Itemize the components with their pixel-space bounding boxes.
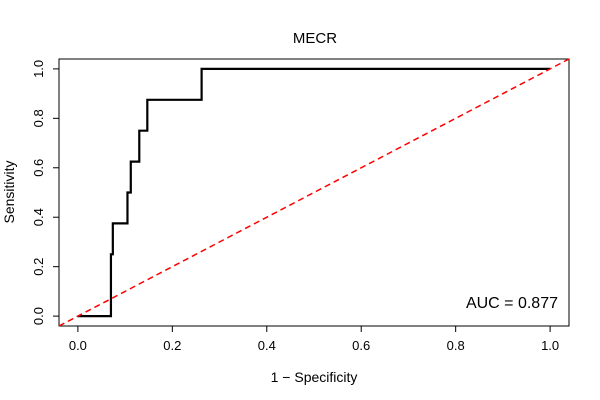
- x-tick-label: 0.2: [163, 338, 181, 353]
- y-tick-label: 1.0: [31, 60, 46, 78]
- series-layer: [58, 58, 570, 327]
- plot-frame: [58, 58, 570, 327]
- x-tick-label: 1.0: [541, 338, 559, 353]
- x-tick-label: 0.8: [447, 338, 465, 353]
- y-axis-label: Sensitivity: [1, 160, 17, 223]
- x-axis: 0.0 0.2 0.4 0.6 0.8 1.0: [69, 325, 559, 353]
- y-tick-label: 0.2: [31, 258, 46, 276]
- reference-diagonal-line: [58, 58, 570, 327]
- y-tick-label: 0.4: [31, 208, 46, 226]
- auc-annotation: AUC = 0.877: [466, 295, 558, 312]
- y-tick-label: 0.8: [31, 109, 46, 127]
- x-axis-label: 1 − Specificity: [271, 369, 358, 385]
- x-tick-label: 0.6: [352, 338, 370, 353]
- y-tick-label: 0.0: [31, 307, 46, 325]
- x-tick-label: 0.4: [258, 338, 276, 353]
- x-tick-label: 0.0: [69, 338, 87, 353]
- roc-curve-line: [77, 67, 551, 318]
- y-tick-label: 0.6: [31, 159, 46, 177]
- chart-title: MECR: [293, 30, 337, 47]
- y-axis: 0.0 0.2 0.4 0.6 0.8 1.0: [31, 60, 60, 325]
